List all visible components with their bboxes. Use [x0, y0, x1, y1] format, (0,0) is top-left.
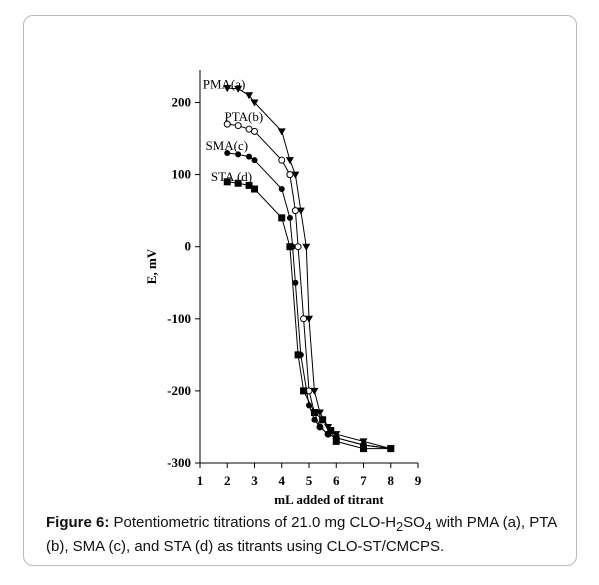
series-line [227, 152, 391, 450]
data-point [234, 179, 242, 187]
data-point [300, 387, 308, 395]
caption-text-mid: SO [403, 514, 425, 531]
x-tick-label: 4 [279, 473, 286, 488]
data-point [292, 279, 299, 286]
data-point [223, 178, 231, 186]
data-point [310, 387, 319, 395]
series-label: SMA(c) [205, 138, 248, 153]
x-tick-label: 5 [306, 473, 313, 488]
data-point [332, 437, 340, 445]
data-point [302, 243, 311, 251]
data-point [250, 99, 259, 107]
data-point [245, 92, 254, 100]
series-2 [224, 149, 394, 452]
data-point [246, 153, 253, 160]
data-point [251, 127, 258, 135]
x-tick-label: 9 [415, 473, 422, 488]
data-point [294, 351, 302, 359]
data-point [291, 171, 300, 179]
x-tick-label: 6 [333, 473, 340, 488]
data-point [327, 427, 335, 435]
data-point [286, 171, 294, 179]
caption-text-after: with PMA (a), PTA (b), SMA (c), and STA … [46, 514, 557, 555]
figure-caption: Figure 6: Potentiometric titrations of 2… [46, 513, 566, 557]
data-point [251, 157, 258, 164]
y-tick-label: -300 [167, 455, 191, 470]
axes: 200 100 0 -100 -200 -300 1 2 3 4 5 6 7 8 9 mL added of … [144, 70, 422, 507]
y-tick-label: 100 [172, 167, 192, 182]
y-tick-label: -200 [167, 383, 191, 398]
x-tick-label: 2 [224, 473, 231, 488]
caption-sub-1: 2 [396, 520, 404, 534]
data-point [223, 85, 232, 93]
caption-sub-2: 4 [424, 520, 432, 534]
data-point [234, 122, 242, 130]
y-tick-label: 0 [185, 239, 192, 254]
data-point [286, 214, 293, 221]
y-tick-label: -100 [167, 311, 191, 326]
data-point [285, 157, 294, 165]
y-axis-title: E, mV [144, 248, 159, 284]
data-point [278, 214, 286, 222]
series-label: PMA(a) [203, 76, 246, 91]
series-label: PTA(b) [225, 109, 264, 124]
caption-text-before: Potentiometric titrations of 21.0 mg CLO… [109, 514, 397, 531]
data-point [319, 416, 327, 424]
data-point [278, 186, 285, 193]
data-point [224, 149, 231, 156]
data-point [278, 156, 286, 164]
data-point [296, 207, 305, 215]
data-point [300, 315, 308, 323]
data-point [251, 185, 258, 193]
data-point [245, 181, 253, 189]
data-point [294, 243, 302, 251]
x-tick-label: 3 [251, 473, 258, 488]
x-tick-label: 8 [388, 473, 395, 488]
series-label: STA (d) [211, 169, 252, 184]
data-point [310, 409, 318, 417]
caption-label: Figure 6: [46, 514, 110, 531]
annotation-layer: PMA(a) PTA(b) SMA(c) STA (d) [203, 76, 263, 183]
data-point [223, 120, 231, 128]
data-point [305, 315, 313, 323]
series-0 [223, 85, 395, 453]
series-layer [223, 85, 395, 453]
x-axis-title: mL added of titrant [274, 492, 384, 507]
x-tick-label: 1 [197, 473, 204, 488]
data-point [316, 423, 323, 430]
y-tick-label: 200 [172, 95, 192, 110]
data-point [291, 207, 299, 215]
series-line [227, 87, 391, 450]
data-point [311, 416, 318, 423]
figure-frame [23, 15, 577, 566]
x-tick-label: 7 [360, 473, 367, 488]
data-point [234, 85, 243, 93]
series-3 [223, 178, 395, 453]
data-point [235, 151, 242, 158]
data-point [277, 128, 286, 136]
data-point [387, 445, 395, 453]
data-point [286, 243, 294, 251]
data-point [360, 445, 367, 453]
